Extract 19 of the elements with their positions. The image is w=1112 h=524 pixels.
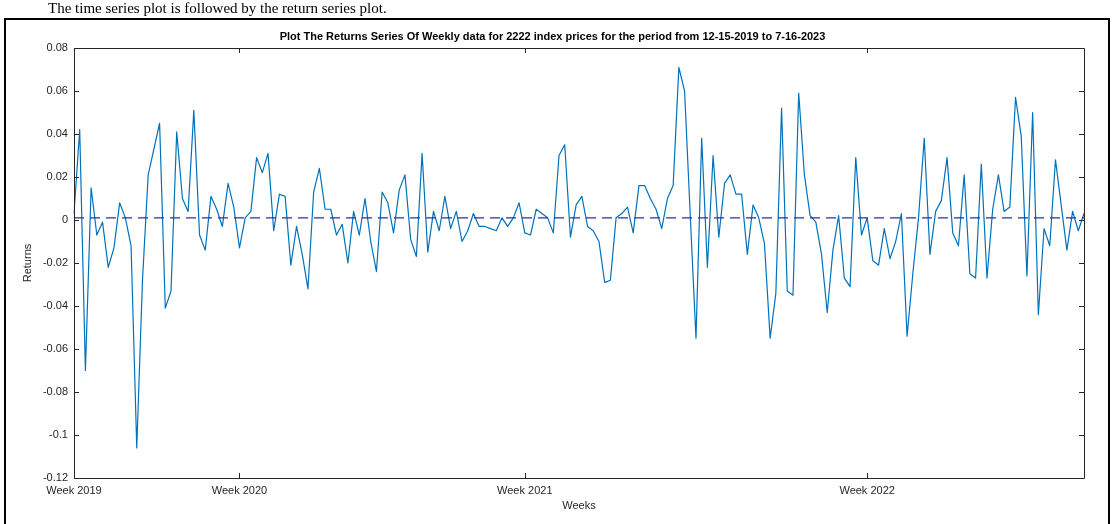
y-tick-label: 0.04 <box>46 127 68 140</box>
y-tick-label: 0.08 <box>46 41 68 54</box>
x-tick-label: Week 2022 <box>839 483 895 496</box>
y-tick-label: -0.04 <box>42 299 68 312</box>
y-tick-label: 0.06 <box>46 84 68 97</box>
y-tick-label: 0 <box>61 213 68 226</box>
y-axis-title: Returns <box>20 243 33 283</box>
y-tick-label: -0.1 <box>49 428 68 441</box>
y-tick-label: 0.02 <box>46 170 68 183</box>
x-tick-label: Week 2020 <box>211 483 268 496</box>
y-tick-label: -0.12 <box>42 471 68 484</box>
x-axis-title: Weeks <box>562 499 597 512</box>
text: The time series plot is followed by the return series plot. <box>48 0 387 16</box>
y-tick-label: -0.02 <box>42 256 68 269</box>
x-tick-label: Week 2019 <box>46 483 102 496</box>
y-tick-label: -0.06 <box>42 342 68 355</box>
chart-title: Plot The Returns Series Of Weekly data for 2222 index prices for the period from 12-15-2019 to 7-16-2023 <box>279 30 826 43</box>
x-tick-label: Week 2021 <box>497 483 553 496</box>
y-tick-label: -0.08 <box>42 385 68 398</box>
